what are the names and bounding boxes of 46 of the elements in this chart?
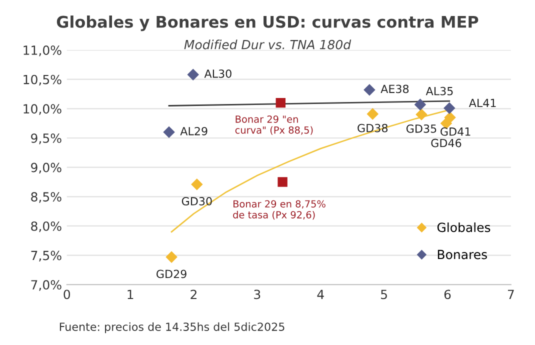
annotation: Bonar 29 en 8,75% de tasa (Px 92,6): [233, 200, 326, 220]
annotation: GD46: [431, 138, 462, 148]
annotation: GD30: [182, 197, 212, 206]
point: [416, 108, 428, 120]
annotation: AE38: [380, 84, 409, 94]
annotation: AL35: [426, 86, 453, 96]
y-tick-label: 9,5%: [31, 133, 62, 144]
x-tick-label: 3: [254, 290, 260, 300]
annotation: GD38: [358, 124, 388, 132]
source-note: Fuente: precios de 14.35hs del 5dic2025: [60, 322, 284, 334]
point: [191, 178, 203, 190]
annotation: GD35: [406, 124, 436, 133]
point: [366, 108, 379, 120]
x-tick-label: 7: [508, 290, 514, 299]
x-tick-label: 6: [444, 290, 451, 300]
y-tick-label: 7,0%: [31, 280, 62, 291]
point: [166, 251, 178, 263]
x-tick-label: 0: [64, 290, 70, 300]
chart-subtitle: Modified Dur vs. TNA 180d: [184, 40, 352, 50]
point: [187, 68, 200, 81]
y-tick-label: 9,0%: [31, 162, 62, 174]
annotation: Bonar 29 "en curva" (Px 88,5): [235, 115, 313, 135]
point: [276, 98, 286, 108]
point: [364, 84, 376, 96]
legend-label: Bonares: [438, 250, 487, 260]
annotation: AL30: [204, 69, 232, 78]
y-tick-label: 11,0%: [24, 45, 62, 56]
point: [414, 98, 426, 110]
y-tick-label: 8,0%: [31, 221, 62, 232]
x-tick-label: 5: [381, 290, 387, 300]
y-tick-label: 7,5%: [31, 250, 62, 262]
chart-title: Globales y Bonares en USD: curvas contra MEP: [56, 16, 478, 32]
x-tick-label: 2: [190, 290, 196, 299]
annotation: AL29: [180, 126, 208, 136]
x-tick-label: 1: [128, 290, 134, 299]
x-tick-label: 4: [317, 290, 324, 299]
point: [444, 102, 456, 114]
point: [163, 126, 175, 138]
point: [278, 177, 288, 187]
y-tick-label: 8,5%: [31, 192, 62, 203]
annotation: GD29: [156, 270, 186, 278]
y-tick-label: 10,0%: [24, 104, 62, 115]
annotation: AL41: [468, 98, 496, 107]
annotation: GD41: [440, 127, 470, 136]
y-tick-label: 10,5%: [24, 74, 62, 86]
legend-label: Globales: [437, 222, 490, 232]
